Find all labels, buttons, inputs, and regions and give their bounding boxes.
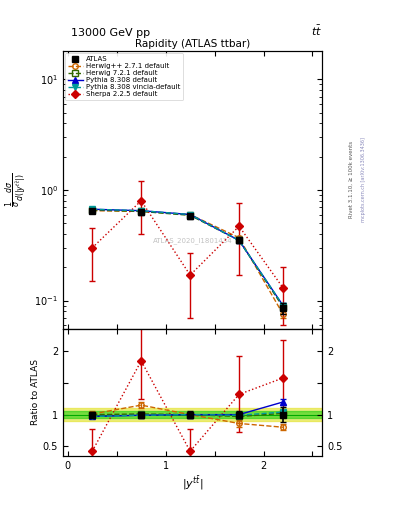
Bar bbox=[63, 408, 322, 421]
Text: Rivet 3.1.10, ≥ 100k events: Rivet 3.1.10, ≥ 100k events bbox=[349, 141, 354, 218]
Text: mcplots.cern.ch [arXiv:1306.3436]: mcplots.cern.ch [arXiv:1306.3436] bbox=[361, 137, 366, 222]
Legend: ATLAS, Herwig++ 2.7.1 default, Herwig 7.2.1 default, Pythia 8.308 default, Pythi: ATLAS, Herwig++ 2.7.1 default, Herwig 7.… bbox=[65, 53, 183, 100]
Text: 13000 GeV pp: 13000 GeV pp bbox=[71, 28, 150, 38]
X-axis label: $|y^{t\bar{t}}|$: $|y^{t\bar{t}}|$ bbox=[182, 475, 203, 493]
Text: $t\bar{t}$: $t\bar{t}$ bbox=[311, 24, 322, 38]
Text: ATLAS_2020_I1801434: ATLAS_2020_I1801434 bbox=[153, 237, 232, 244]
Title: Rapidity (ATLAS ttbar): Rapidity (ATLAS ttbar) bbox=[135, 39, 250, 49]
Y-axis label: $\frac{1}{\sigma}\frac{d\sigma}{d(|y^{t\bar{t}}|)}$: $\frac{1}{\sigma}\frac{d\sigma}{d(|y^{t\… bbox=[3, 173, 29, 207]
Bar bbox=[63, 412, 322, 418]
Y-axis label: Ratio to ATLAS: Ratio to ATLAS bbox=[31, 359, 40, 425]
